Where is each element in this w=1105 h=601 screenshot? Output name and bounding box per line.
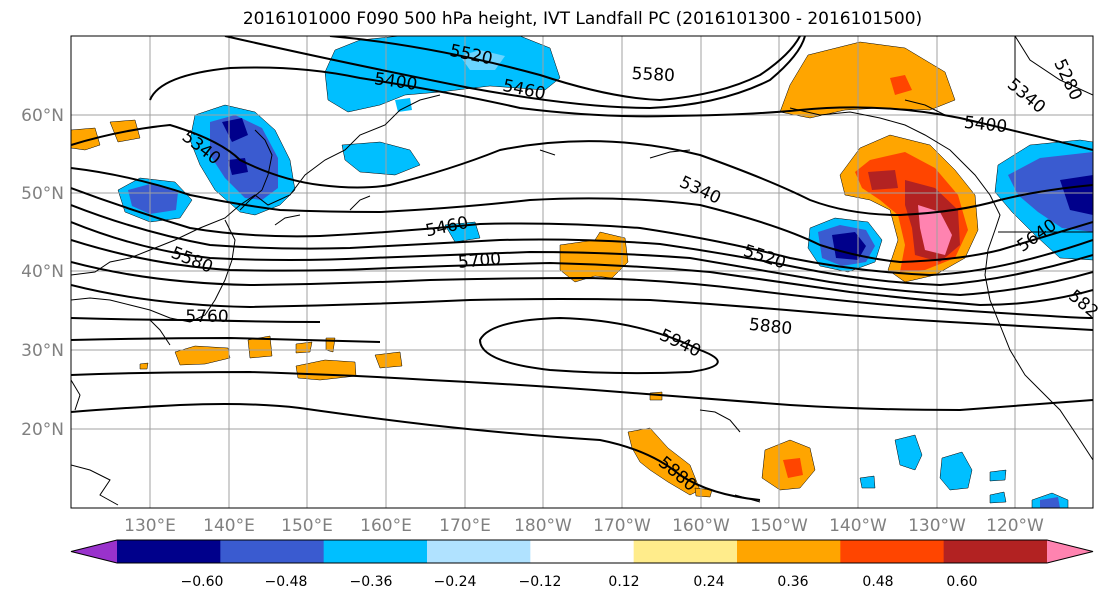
lat-label: 40°N	[21, 262, 64, 282]
colorbar-tick-label: 0.36	[777, 574, 808, 590]
lat-label: 50°N	[21, 184, 64, 204]
colorbar-segment	[427, 540, 531, 563]
colorbar-tick-label: 0.60	[946, 574, 977, 590]
colorbar: −0.60 −0.48 −0.36 −0.24 −0.12 0.12 0.24 …	[70, 539, 1094, 590]
lon-label: 170°W	[593, 516, 651, 536]
ivt-positive-anomalies	[71, 41, 979, 498]
colorbar-tick-label: −0.60	[181, 574, 224, 590]
lon-label: 150°W	[750, 516, 808, 536]
colorbar-tick-labels: −0.60 −0.48 −0.36 −0.24 −0.12 0.12 0.24 …	[181, 574, 978, 590]
lon-label: 120°W	[986, 516, 1044, 536]
colorbar-tick-label: 0.12	[608, 574, 639, 590]
longitude-labels: 130°E 140°E 150°E 160°E 170°E 180°W 170°…	[124, 516, 1044, 536]
ivt-region-west-pacific-1	[174, 345, 231, 366]
ivt-region-hawaii-west	[627, 427, 701, 496]
lon-label: 150°E	[281, 516, 333, 536]
lon-label: 130°E	[124, 516, 176, 536]
colorbar-segment	[737, 540, 841, 563]
colorbar-segment	[117, 540, 221, 563]
colorbar-tick-label: 0.48	[862, 574, 893, 590]
colorbar-segment	[943, 540, 1048, 563]
colorbar-segments	[70, 539, 1094, 564]
lon-label: 160°E	[360, 516, 412, 536]
lon-label: 160°W	[672, 516, 730, 536]
colorbar-tick-label: −0.24	[434, 574, 477, 590]
chart-title: 2016101000 F090 500 hPa height, IVT Land…	[242, 9, 923, 29]
colorbar-tick-label: −0.36	[350, 574, 393, 590]
latitude-labels: 60°N 50°N 40°N 30°N 20°N	[21, 106, 64, 440]
lon-label: 130°W	[908, 516, 966, 536]
height-contours	[71, 36, 1093, 501]
lat-label: 30°N	[21, 341, 64, 361]
lon-label: 170°E	[439, 516, 491, 536]
colorbar-outline	[70, 539, 1094, 564]
contour-label: 5760	[185, 307, 228, 327]
contour-label: 5580	[631, 64, 675, 86]
colorbar-tick-label: −0.48	[265, 574, 308, 590]
ivt-region-central-pacific	[559, 231, 629, 283]
lon-label: 180°W	[514, 516, 572, 536]
contour-label: 5880	[748, 315, 793, 339]
colorbar-tick-label: 0.24	[693, 574, 724, 590]
colorbar-segment	[633, 540, 738, 563]
lon-label: 140°W	[829, 516, 887, 536]
lat-label: 60°N	[21, 106, 64, 126]
map-frame	[70, 35, 1094, 509]
contour-label: 5700	[457, 249, 502, 273]
colorbar-segment	[220, 540, 325, 563]
lon-label: 140°E	[203, 516, 255, 536]
colorbar-segment	[840, 540, 945, 563]
colorbar-tick-label: −0.12	[519, 574, 562, 590]
ivt-region-bering	[324, 36, 561, 113]
lat-label: 20°N	[21, 420, 64, 440]
contour-label: 5400	[963, 113, 1008, 137]
colorbar-segment	[1047, 540, 1093, 563]
colorbar-segment	[530, 540, 635, 563]
colorbar-segment	[323, 540, 428, 563]
ivt-region-subtropical-east	[894, 434, 923, 471]
colorbar-segment	[71, 540, 117, 563]
